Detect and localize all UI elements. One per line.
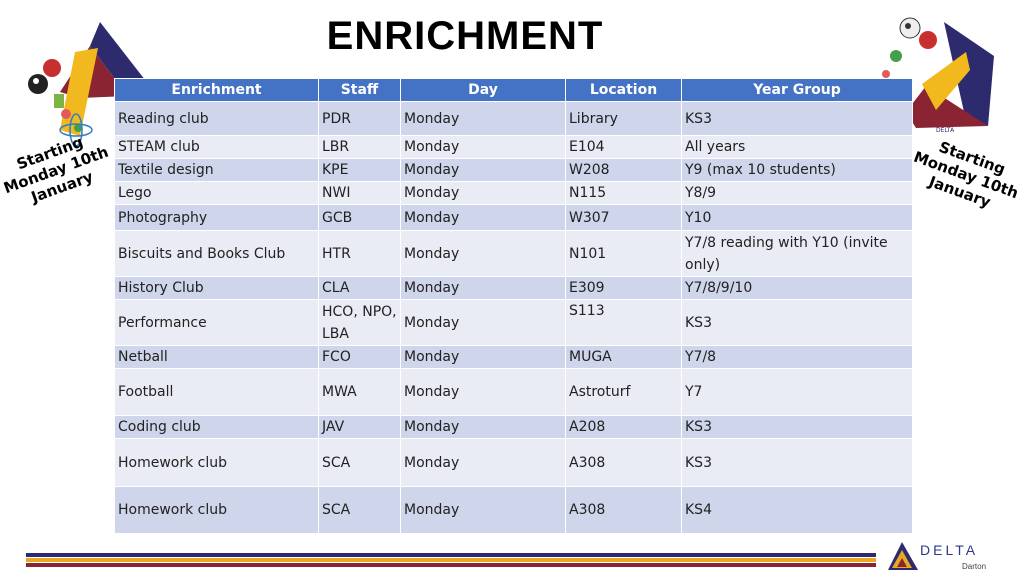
table-row: Biscuits and Books Club HTR Monday N101 … [114,230,913,277]
cell-year-group: KS3 [681,101,913,136]
cell-staff: JAV [318,415,401,439]
cell-day: Monday [400,204,566,231]
cell-year-group: Y8/9 [681,181,913,205]
header-year-group: Year Group [681,78,913,102]
table-row: Homework club SCA Monday A308 KS4 [114,486,913,534]
enrichment-collage-right-icon: DELTA [882,17,994,134]
footer-stripes [26,553,876,571]
table-row: Football MWA Monday Astroturf Y7 [114,368,913,416]
table-row: Reading club PDR Monday Library KS3 [114,101,913,136]
cell-staff: CLA [318,276,401,300]
cell-day: Monday [400,135,566,159]
cell-location: W208 [565,158,682,182]
table-row: Photography GCB Monday W307 Y10 [114,204,913,231]
cell-year-group: Y7/8/9/10 [681,276,913,300]
cell-location: E309 [565,276,682,300]
cell-enrichment: Performance [114,299,319,346]
cell-year-group: Y7/8 [681,345,913,369]
header-location: Location [565,78,682,102]
cell-location: N101 [565,230,682,277]
svg-text:DELTA: DELTA [936,127,955,134]
cell-staff: HCO, NPO, LBA [318,299,401,346]
header-staff: Staff [318,78,401,102]
cell-day: Monday [400,299,566,346]
cell-staff: NWI [318,181,401,205]
table-row: Homework club SCA Monday A308 KS3 [114,438,913,487]
cell-enrichment: STEAM club [114,135,319,159]
cell-enrichment: Lego [114,181,319,205]
table-row: Lego NWI Monday N115 Y8/9 [114,181,913,205]
cell-year-group: KS3 [681,438,913,487]
cell-location: A308 [565,438,682,487]
cell-staff: MWA [318,368,401,416]
delta-triangle-icon [888,542,918,570]
enrichment-table: Enrichment Staff Day Location Year Group… [114,78,913,534]
cell-year-group: All years [681,135,913,159]
cell-enrichment: Homework club [114,486,319,534]
cell-day: Monday [400,415,566,439]
page-title: ENRICHMENT [326,14,604,58]
cell-location: E104 [565,135,682,159]
cell-day: Monday [400,438,566,487]
cell-staff: HTR [318,230,401,277]
cell-day: Monday [400,101,566,136]
cell-day: Monday [400,230,566,277]
cell-location: A308 [565,486,682,534]
cell-day: Monday [400,276,566,300]
cell-location: A208 [565,415,682,439]
cell-year-group: Y7 [681,368,913,416]
table-row: History Club CLA Monday E309 Y7/8/9/10 [114,276,913,300]
cell-year-group: Y7/8 reading with Y10 (invite only) [681,230,913,277]
enrichment-collage-left-icon [28,22,156,147]
cell-staff: FCO [318,345,401,369]
cell-year-group: KS3 [681,415,913,439]
header-day: Day [400,78,566,102]
cell-enrichment: Netball [114,345,319,369]
cell-day: Monday [400,158,566,182]
cell-location: N115 [565,181,682,205]
cell-year-group: Y9 (max 10 students) [681,158,913,182]
cell-year-group: KS4 [681,486,913,534]
table-row: STEAM club LBR Monday E104 All years [114,135,913,159]
logo-wordmark: DELTA [920,542,979,558]
cell-location: S113 [565,299,682,346]
cell-day: Monday [400,181,566,205]
cell-location: Astroturf [565,368,682,416]
cell-day: Monday [400,486,566,534]
cell-enrichment: Homework club [114,438,319,487]
cell-staff: SCA [318,486,401,534]
logo-subtitle: Darton [962,562,987,571]
table-row: Coding club JAV Monday A208 KS3 [114,415,913,439]
cell-enrichment: Reading club [114,101,319,136]
cell-enrichment: Textile design [114,158,319,182]
cell-enrichment: Coding club [114,415,319,439]
cell-enrichment: Photography [114,204,319,231]
cell-year-group: Y10 [681,204,913,231]
cell-enrichment: Biscuits and Books Club [114,230,319,277]
cell-staff: KPE [318,158,401,182]
cell-enrichment: Football [114,368,319,416]
cell-staff: PDR [318,101,401,136]
cell-location: Library [565,101,682,136]
cell-location: W307 [565,204,682,231]
cell-year-group: KS3 [681,299,913,346]
cell-day: Monday [400,368,566,416]
header-enrichment: Enrichment [114,78,319,102]
cell-staff: GCB [318,204,401,231]
table-row: Performance HCO, NPO, LBA Monday S113 KS… [114,299,913,346]
cell-day: Monday [400,345,566,369]
cell-location: MUGA [565,345,682,369]
cell-staff: SCA [318,438,401,487]
cell-staff: LBR [318,135,401,159]
table-header-row: Enrichment Staff Day Location Year Group [114,78,913,102]
delta-logo: DELTA Darton [886,540,1016,574]
table-row: Netball FCO Monday MUGA Y7/8 [114,345,913,369]
cell-enrichment: History Club [114,276,319,300]
starting-note-right: Starting Monday 10th January [911,137,1021,212]
table-row: Textile design KPE Monday W208 Y9 (max 1… [114,158,913,182]
